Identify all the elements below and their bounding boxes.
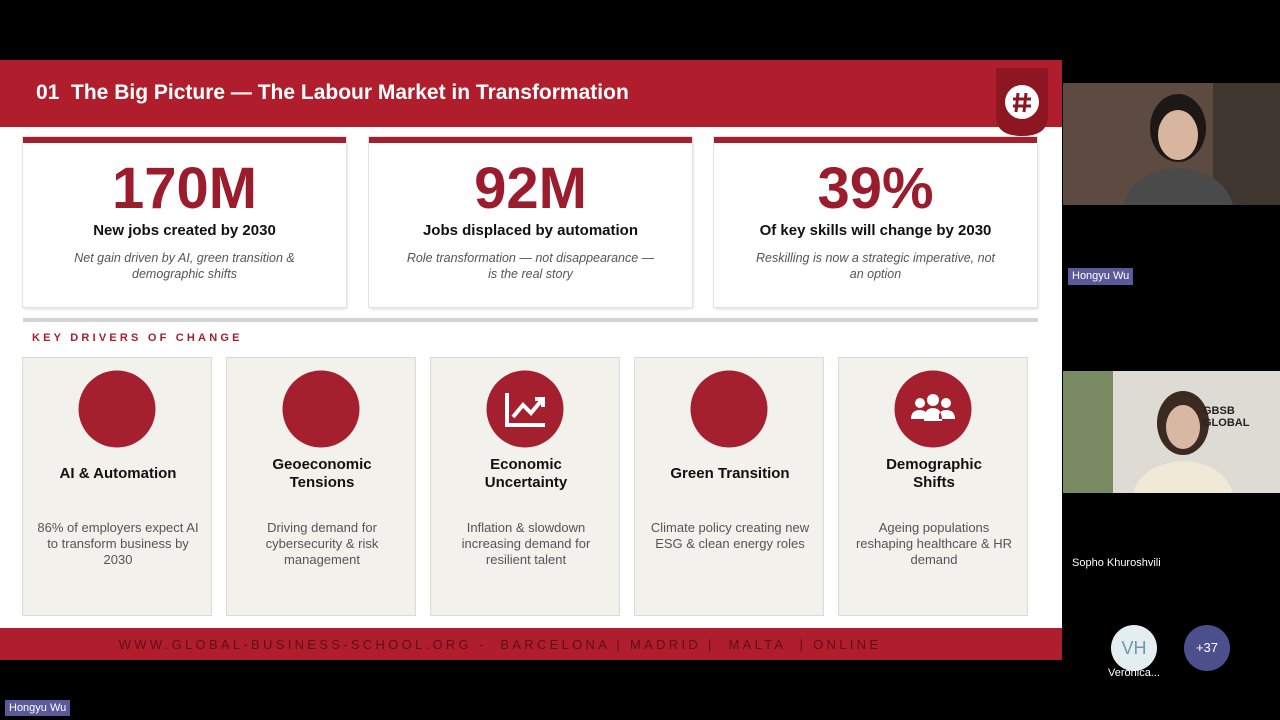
driver-title: Demographic Shifts (886, 456, 982, 491)
self-name-label: Hongyu Wu (5, 700, 71, 716)
driver-title: Green Transition (670, 465, 790, 482)
driver-icon (690, 370, 768, 448)
logo (996, 68, 1048, 136)
stat-label: Of key skills will change by 2030 (759, 222, 992, 239)
stat-label: New jobs created by 2030 (93, 222, 276, 239)
video-frame (1063, 83, 1280, 205)
slide-header: 01 The Big Picture — The Labour Market i… (0, 60, 1062, 136)
stat-note: Net gain driven by AI, green transition … (74, 251, 295, 281)
driver-title-box: Green Transition (645, 454, 815, 494)
video-background-text: GBSB GLOBAL (1203, 405, 1250, 429)
video-tile (1063, 83, 1280, 205)
driver-card: Green Transition Climate policy creating … (634, 357, 824, 616)
participant-avatar[interactable]: VH (1111, 625, 1157, 671)
driver-description: Driving demand for cybersecurity & risk … (265, 520, 379, 567)
driver-title-box: Demographic Shifts (849, 454, 1019, 494)
section-label: KEY DRIVERS OF CHANGE (32, 332, 243, 344)
participant-name: Hongyu Wu (1068, 268, 1134, 285)
driver-title-box: AI & Automation (33, 454, 203, 494)
driver-description: Ageing populations reshaping healthcare … (855, 520, 1013, 567)
participants-panel: Hongyu Wu GBSB GLOBAL Sopho Khuroshvili VH V… (1062, 0, 1280, 720)
video-frame (1063, 371, 1280, 493)
driver-title: Geoeconomic Tensions (272, 456, 372, 491)
driver-icon (78, 370, 156, 448)
driver-description: 86% of employers expect AI to transform … (37, 520, 199, 567)
driver-title-box: Economic Uncertainty (441, 454, 611, 494)
footer-text: WWW.GLOBAL-BUSINESS-SCHOOL.ORG - BARCELO… (118, 637, 882, 652)
stat-value: 170M (111, 156, 258, 221)
participant-name: Sopho Khuroshvili (1072, 557, 1161, 569)
driver-icon (282, 370, 360, 448)
driver-card: Geoeconomic Tensions Driving demand for c… (226, 357, 416, 616)
divider (23, 318, 1038, 322)
stat-note: Role transformation — not disappearance … (406, 251, 655, 281)
slide: 01 The Big Picture — The Labour Market i… (0, 60, 1062, 660)
slide-footer: WWW.GLOBAL-BUSINESS-SCHOOL.ORG - BARCELO… (0, 628, 1062, 660)
stat-card: 92M Jobs displaced by automation Role tran… (369, 137, 692, 307)
participant-name: Veronica... (1108, 667, 1160, 679)
driver-icon (486, 370, 564, 448)
driver-card: Demographic Shifts Ageing populations res… (838, 357, 1028, 616)
driver-card: AI & Automation 86% of employers expect A… (22, 357, 212, 616)
stat-note: Reskilling is now a strategic imperative… (756, 251, 995, 281)
driver-icon (894, 370, 972, 448)
driver-description: Climate policy creating new ESG & clean … (650, 520, 810, 551)
stat-card: 39% Of key skills will change by 2030 Resk… (714, 137, 1037, 307)
driver-description: Inflation & slowdown increasing demand f… (461, 520, 591, 567)
driver-card: Economic Uncertainty Inflation & slowdown… (430, 357, 620, 616)
stat-label: Jobs displaced by automation (422, 222, 639, 239)
more-participants[interactable]: +37 (1184, 625, 1230, 671)
driver-title-box: Geoeconomic Tensions (237, 454, 407, 494)
slide-title: 01 The Big Picture — The Labour Market i… (36, 81, 629, 104)
driver-title: AI & Automation (59, 465, 177, 482)
stat-value: 92M (474, 156, 587, 221)
stat-value: 39% (817, 156, 934, 221)
stat-card: 170M New jobs created by 2030 Net gain dri… (23, 137, 346, 307)
video-tile: GBSB GLOBAL (1063, 371, 1280, 493)
driver-title: Economic Uncertainty (484, 456, 568, 491)
